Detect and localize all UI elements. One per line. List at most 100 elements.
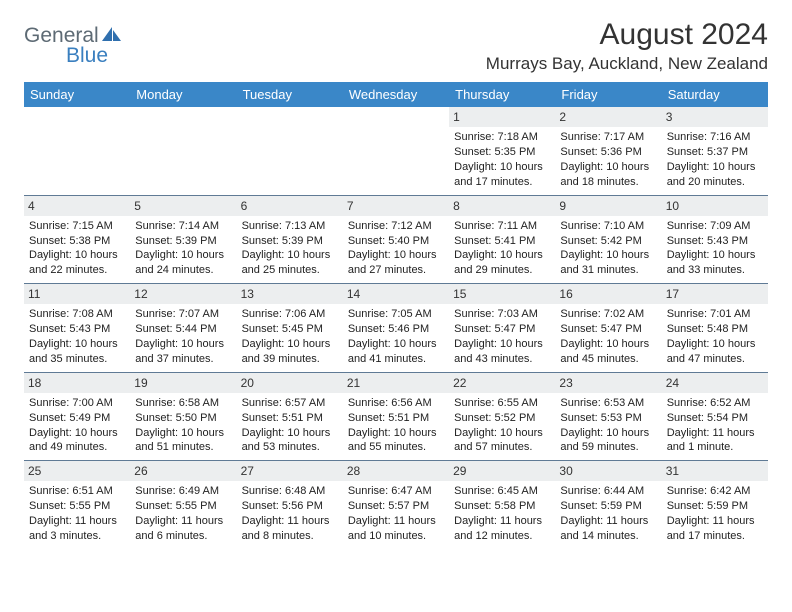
calendar-day-cell: 20Sunrise: 6:57 AMSunset: 5:51 PMDayligh… [237,372,343,461]
daylight2-text: and 49 minutes. [29,440,125,455]
sunrise-text: Sunrise: 7:05 AM [348,307,444,322]
sunrise-text: Sunrise: 6:58 AM [135,396,231,411]
day-number: 18 [24,373,130,393]
daylight1-text: Daylight: 11 hours [135,514,231,529]
calendar-day-cell [24,107,130,195]
calendar-day-cell: 5Sunrise: 7:14 AMSunset: 5:39 PMDaylight… [130,195,236,284]
daylight1-text: Daylight: 10 hours [454,337,550,352]
day-number: 31 [662,461,768,481]
logo-text-blue: Blue [66,44,108,67]
sunrise-text: Sunrise: 7:06 AM [242,307,338,322]
calendar-day-cell: 7Sunrise: 7:12 AMSunset: 5:40 PMDaylight… [343,195,449,284]
day-number: 25 [24,461,130,481]
daylight2-text: and 59 minutes. [560,440,656,455]
daylight2-text: and 37 minutes. [135,352,231,367]
day-number: 7 [343,196,449,216]
daylight2-text: and 31 minutes. [560,263,656,278]
calendar-day-cell: 11Sunrise: 7:08 AMSunset: 5:43 PMDayligh… [24,284,130,373]
calendar-day-cell: 14Sunrise: 7:05 AMSunset: 5:46 PMDayligh… [343,284,449,373]
daylight1-text: Daylight: 10 hours [560,426,656,441]
sunrise-text: Sunrise: 6:55 AM [454,396,550,411]
sunrise-text: Sunrise: 7:03 AM [454,307,550,322]
sunrise-text: Sunrise: 7:15 AM [29,219,125,234]
calendar-week-row: 4Sunrise: 7:15 AMSunset: 5:38 PMDaylight… [24,195,768,284]
daylight1-text: Daylight: 10 hours [135,248,231,263]
calendar-day-cell: 31Sunrise: 6:42 AMSunset: 5:59 PMDayligh… [662,461,768,549]
day-number: 12 [130,284,236,304]
sunset-text: Sunset: 5:51 PM [348,411,444,426]
calendar-day-cell: 24Sunrise: 6:52 AMSunset: 5:54 PMDayligh… [662,372,768,461]
calendar-day-cell: 16Sunrise: 7:02 AMSunset: 5:47 PMDayligh… [555,284,661,373]
daylight1-text: Daylight: 10 hours [242,248,338,263]
sunrise-text: Sunrise: 7:11 AM [454,219,550,234]
daylight1-text: Daylight: 11 hours [560,514,656,529]
sunset-text: Sunset: 5:47 PM [560,322,656,337]
sunrise-text: Sunrise: 6:45 AM [454,484,550,499]
calendar-day-cell: 28Sunrise: 6:47 AMSunset: 5:57 PMDayligh… [343,461,449,549]
calendar-day-cell: 8 Sunrise: 7:11 AMSunset: 5:41 PMDaylight… [449,195,555,284]
daylight1-text: Daylight: 10 hours [667,160,763,175]
calendar-day-cell: 17Sunrise: 7:01 AMSunset: 5:48 PMDayligh… [662,284,768,373]
daylight1-text: Daylight: 10 hours [560,337,656,352]
daylight2-text: and 3 minutes. [29,529,125,544]
daylight1-text: Daylight: 10 hours [29,337,125,352]
sunrise-text: Sunrise: 7:13 AM [242,219,338,234]
sunset-text: Sunset: 5:40 PM [348,234,444,249]
sunrise-text: Sunrise: 6:57 AM [242,396,338,411]
daylight2-text: and 47 minutes. [667,352,763,367]
daylight2-text: and 51 minutes. [135,440,231,455]
sunset-text: Sunset: 5:52 PM [454,411,550,426]
daylight2-text: and 25 minutes. [242,263,338,278]
sunrise-text: Sunrise: 6:51 AM [29,484,125,499]
day-number: 8 [449,196,555,216]
calendar-day-cell: 6Sunrise: 7:13 AMSunset: 5:39 PMDaylight… [237,195,343,284]
day-number: 5 [130,196,236,216]
sunset-text: Sunset: 5:50 PM [135,411,231,426]
sunset-text: Sunset: 5:46 PM [348,322,444,337]
calendar-week-row: 18Sunrise: 7:00 AMSunset: 5:49 PMDayligh… [24,372,768,461]
daylight2-text: and 1 minute. [667,440,763,455]
daylight1-text: Daylight: 10 hours [29,426,125,441]
sunrise-text: Sunrise: 7:10 AM [560,219,656,234]
day-number: 16 [555,284,661,304]
daylight1-text: Daylight: 11 hours [667,514,763,529]
day-number: 9 [555,196,661,216]
daylight1-text: Daylight: 11 hours [667,426,763,441]
calendar-header-row: Sunday Monday Tuesday Wednesday Thursday… [24,82,768,107]
calendar-day-cell [130,107,236,195]
sunset-text: Sunset: 5:54 PM [667,411,763,426]
daylight2-text: and 53 minutes. [242,440,338,455]
sunrise-text: Sunrise: 7:18 AM [454,130,550,145]
sunset-text: Sunset: 5:45 PM [242,322,338,337]
sunrise-text: Sunrise: 7:09 AM [667,219,763,234]
daylight1-text: Daylight: 11 hours [348,514,444,529]
daylight2-text: and 41 minutes. [348,352,444,367]
sunset-text: Sunset: 5:41 PM [454,234,550,249]
sunset-text: Sunset: 5:39 PM [242,234,338,249]
daylight1-text: Daylight: 11 hours [242,514,338,529]
daylight2-text: and 10 minutes. [348,529,444,544]
daylight1-text: Daylight: 10 hours [667,337,763,352]
calendar-day-cell: 26Sunrise: 6:49 AMSunset: 5:55 PMDayligh… [130,461,236,549]
daylight2-text: and 27 minutes. [348,263,444,278]
daylight2-text: and 20 minutes. [667,175,763,190]
daylight1-text: Daylight: 10 hours [454,248,550,263]
day-number: 21 [343,373,449,393]
calendar-day-cell: 18Sunrise: 7:00 AMSunset: 5:49 PMDayligh… [24,372,130,461]
day-number: 1 [449,107,555,127]
day-header: Thursday [449,82,555,107]
calendar-day-cell: 27Sunrise: 6:48 AMSunset: 5:56 PMDayligh… [237,461,343,549]
daylight1-text: Daylight: 10 hours [242,337,338,352]
logo: GeneralBlue [24,24,123,68]
day-number: 11 [24,284,130,304]
sunrise-text: Sunrise: 6:47 AM [348,484,444,499]
calendar-day-cell: 30Sunrise: 6:44 AMSunset: 5:59 PMDayligh… [555,461,661,549]
day-number: 26 [130,461,236,481]
day-number: 2 [555,107,661,127]
day-number: 4 [24,196,130,216]
sunset-text: Sunset: 5:39 PM [135,234,231,249]
day-header: Saturday [662,82,768,107]
day-number: 28 [343,461,449,481]
sunset-text: Sunset: 5:35 PM [454,145,550,160]
header: GeneralBlue August 2024 Murrays Bay, Auc… [24,18,768,74]
